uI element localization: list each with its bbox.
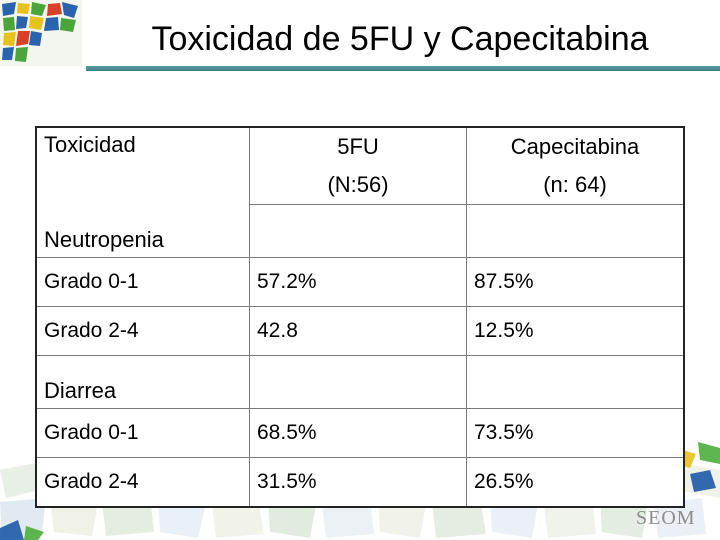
header-capecitabina-label: Capecitabina bbox=[510, 134, 640, 159]
header-5fu: 5FU (N:56) bbox=[249, 126, 467, 205]
mosaic-logo bbox=[0, 0, 82, 66]
row-label: Grado 2-4 bbox=[35, 305, 250, 356]
header-toxicidad: Toxicidad bbox=[35, 126, 250, 205]
value-5fu: 57.2% bbox=[249, 256, 467, 307]
table-header-row: Toxicidad 5FU (N:56) Capecitabina (n: 64… bbox=[35, 126, 685, 205]
table-row: Grado 0-1 68.5% 73.5% bbox=[35, 407, 685, 458]
empty-cell bbox=[466, 204, 685, 258]
empty-cell bbox=[466, 354, 685, 409]
table-row: Grado 2-4 42.8 12.5% bbox=[35, 305, 685, 356]
seom-logo: SEOM bbox=[636, 507, 696, 529]
row-label: Grado 0-1 bbox=[35, 256, 250, 307]
value-capecitabina: 87.5% bbox=[466, 256, 685, 307]
header-5fu-n: (N:56) bbox=[327, 172, 389, 197]
value-5fu: 68.5% bbox=[249, 407, 467, 458]
section-row-diarrea: Diarrea bbox=[35, 354, 685, 409]
value-5fu: 42.8 bbox=[249, 305, 467, 356]
value-capecitabina: 12.5% bbox=[466, 305, 685, 356]
toxicity-table: Toxicidad 5FU (N:56) Capecitabina (n: 64… bbox=[35, 126, 685, 508]
empty-cell bbox=[249, 204, 467, 258]
row-label: Grado 2-4 bbox=[35, 456, 250, 507]
value-capecitabina: 26.5% bbox=[466, 456, 685, 507]
title-underline bbox=[86, 66, 720, 71]
empty-cell bbox=[249, 354, 467, 409]
slide-title: Toxicidad de 5FU y Capecitabina bbox=[151, 20, 649, 58]
table-row: Grado 0-1 57.2% 87.5% bbox=[35, 256, 685, 307]
table-row: Grado 2-4 31.5% 26.5% bbox=[35, 456, 685, 507]
row-label: Grado 0-1 bbox=[35, 407, 250, 458]
section-label: Diarrea bbox=[35, 355, 250, 409]
header-capecitabina-n: (n: 64) bbox=[543, 172, 607, 197]
header-5fu-label: 5FU bbox=[337, 134, 379, 159]
header-capecitabina: Capecitabina (n: 64) bbox=[466, 126, 685, 205]
section-row-neutropenia: Neutropenia bbox=[35, 204, 685, 258]
value-capecitabina: 73.5% bbox=[466, 407, 685, 458]
value-5fu: 31.5% bbox=[249, 456, 467, 507]
section-label: Neutropenia bbox=[35, 204, 250, 258]
